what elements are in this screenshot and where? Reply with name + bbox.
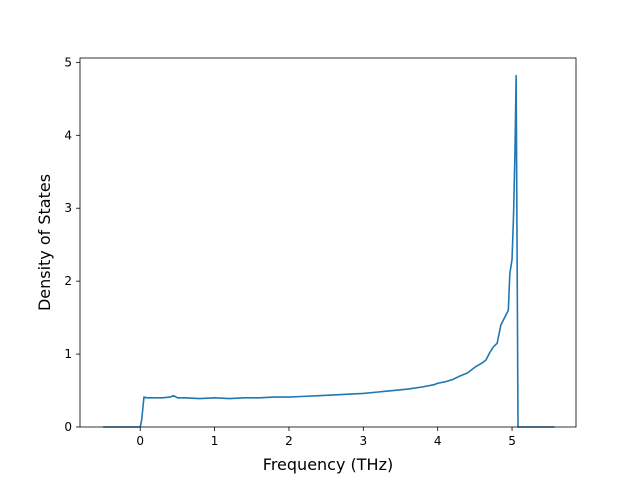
y-axis-label: Density of States: [35, 174, 54, 311]
x-tick-label: 2: [285, 434, 293, 448]
x-tick-label: 1: [211, 434, 219, 448]
x-axis-label: Frequency (THz): [263, 455, 393, 474]
y-tick-label: 1: [64, 347, 72, 361]
y-tick-label: 4: [64, 128, 72, 142]
y-tick-label: 5: [64, 55, 72, 69]
x-tick-label: 3: [360, 434, 368, 448]
y-tick-label: 3: [64, 201, 72, 215]
x-tick-label: 5: [508, 434, 516, 448]
y-tick-label: 2: [64, 274, 72, 288]
series-line: [103, 74, 555, 428]
y-tick-label: 0: [64, 420, 72, 434]
x-tick-label: 0: [136, 434, 144, 448]
plot-frame: [79, 57, 577, 428]
x-tick-label: 4: [434, 434, 442, 448]
x-axis-ticks: 0 1 2 3 4 5: [136, 427, 516, 448]
y-axis-ticks: 0 1 2 3 4 5: [64, 55, 80, 434]
